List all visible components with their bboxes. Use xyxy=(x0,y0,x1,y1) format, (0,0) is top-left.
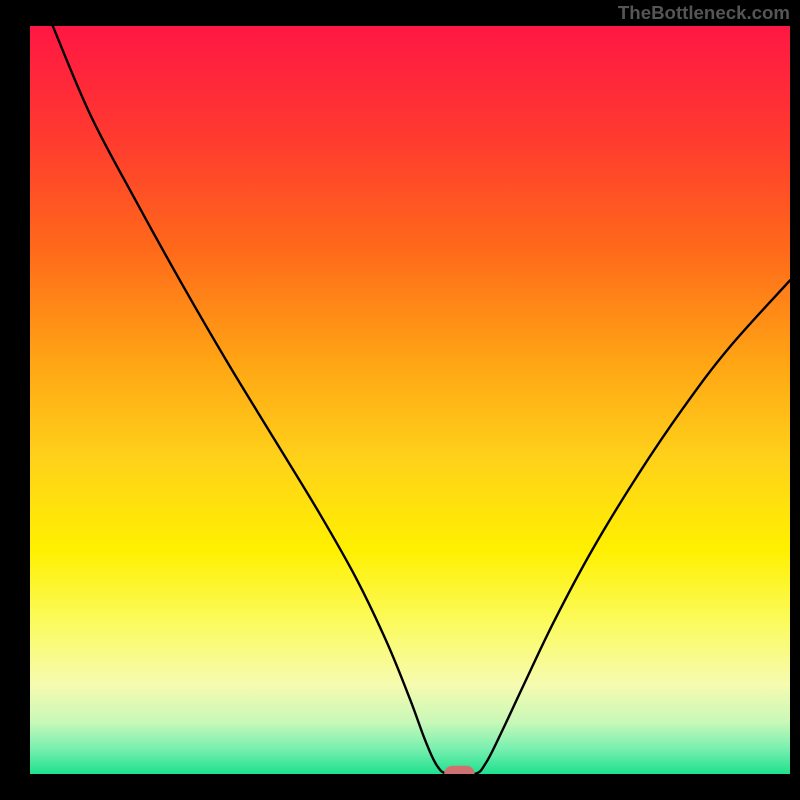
chart-background xyxy=(30,26,790,774)
bottleneck-curve-chart xyxy=(30,26,790,774)
chart-frame: TheBottleneck.com xyxy=(0,0,800,800)
plot-area xyxy=(30,26,790,774)
optimal-marker xyxy=(444,766,474,774)
attribution-text: TheBottleneck.com xyxy=(618,2,790,24)
